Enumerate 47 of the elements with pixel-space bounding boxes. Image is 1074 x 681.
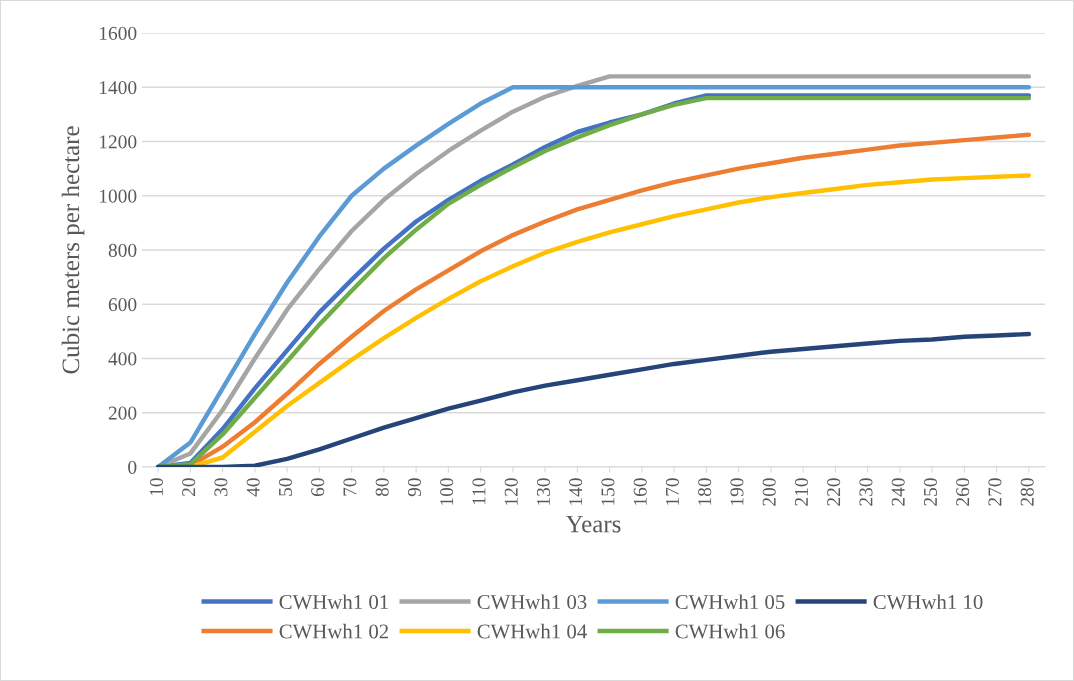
x-tick-label: 170 <box>665 478 679 505</box>
x-tick-label: 160 <box>633 478 647 505</box>
x-tick-label: 180 <box>698 478 712 505</box>
y-tick-label: 1600 <box>99 26 137 40</box>
x-tick-label: 190 <box>730 478 744 505</box>
x-tick-label: 70 <box>343 478 357 496</box>
x-tick-label: 80 <box>375 478 389 497</box>
y-tick-label: 1200 <box>99 135 137 149</box>
x-tick-label: 30 <box>214 478 228 496</box>
x-tick-label: 260 <box>956 478 970 506</box>
y-tick-label: 1000 <box>99 189 137 203</box>
x-tick-label: 240 <box>891 478 905 506</box>
y-tick-label: 600 <box>108 298 137 312</box>
y-axis-title: Cubic meters per hectare <box>61 126 85 374</box>
legend-label: CWHwh1 05 <box>675 594 785 610</box>
legend-label: CWHwh1 06 <box>675 623 785 639</box>
x-tick-label: 150 <box>601 478 615 505</box>
x-tick-label: 40 <box>246 478 260 497</box>
x-tick-label: 100 <box>440 478 454 505</box>
x-tick-label: 60 <box>311 478 325 497</box>
x-tick-label: 200 <box>762 478 776 506</box>
legend-label: CWHwh1 10 <box>873 594 983 610</box>
y-tick-label: 400 <box>108 352 137 366</box>
x-tick-label: 130 <box>536 478 550 505</box>
x-tick-label: 120 <box>504 478 518 505</box>
y-tick-label: 1400 <box>99 81 137 95</box>
x-tick-label: 220 <box>827 478 841 506</box>
x-tick-label: 210 <box>794 478 808 506</box>
x-tick-label: 250 <box>923 478 937 506</box>
legend-label: CWHwh1 04 <box>477 623 587 639</box>
x-tick-label: 50 <box>278 478 292 496</box>
x-tick-label: 140 <box>569 478 583 505</box>
y-tick-label: 0 <box>128 460 137 474</box>
x-tick-label: 270 <box>988 478 1002 506</box>
legend-label: CWHwh1 03 <box>477 594 587 610</box>
x-tick-label: 10 <box>149 478 163 496</box>
x-axis-title: Years <box>565 515 621 533</box>
x-tick-label: 230 <box>859 478 873 506</box>
x-tick-label: 20 <box>182 478 196 497</box>
x-tick-label: 280 <box>1020 478 1034 506</box>
legend-label: CWHwh1 01 <box>279 594 388 610</box>
x-tick-label: 110 <box>472 478 486 505</box>
legend-label: CWHwh1 02 <box>279 623 389 639</box>
y-tick-label: 800 <box>108 243 137 257</box>
x-tick-label: 90 <box>407 478 421 497</box>
line-series <box>155 331 1032 467</box>
y-tick-label: 200 <box>108 406 137 420</box>
